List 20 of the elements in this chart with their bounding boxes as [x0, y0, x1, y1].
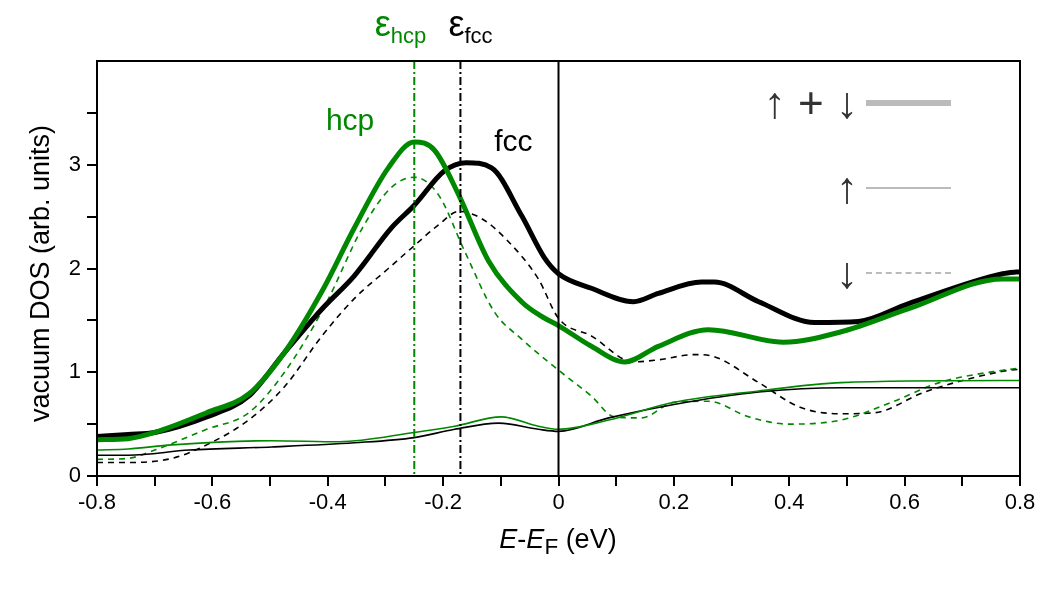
annotation: ↓ — [836, 248, 858, 298]
annotation: hcp — [325, 103, 375, 137]
annotation: ↑ — [836, 163, 858, 213]
x-tick-label: 0.2 — [658, 489, 690, 515]
x-tick-label: 0.4 — [773, 489, 805, 515]
x-tick-label: -0.4 — [308, 489, 347, 515]
y-axis-title: vacuum DOS (arb. units) — [24, 123, 56, 425]
y-tick-label: 0 — [68, 462, 81, 488]
x-tick-label: -0.6 — [193, 489, 232, 515]
y-tick-label: 3 — [68, 150, 81, 176]
y-tick-label: 1 — [68, 358, 81, 384]
x-tick-label: 0.6 — [889, 489, 920, 515]
y-tick-label: 2 — [68, 254, 81, 280]
x-tick-label: -0.2 — [424, 489, 463, 515]
annotation: fcc — [494, 123, 533, 157]
x-tick-label: 0.8 — [1004, 489, 1036, 515]
x-axis-title: E-E$_{F}$ (eV) — [498, 524, 618, 561]
x-tick-label: 0 — [552, 489, 565, 515]
x-tick-label: -0.8 — [78, 489, 116, 515]
annotation: ↑ + ↓ — [763, 78, 858, 128]
